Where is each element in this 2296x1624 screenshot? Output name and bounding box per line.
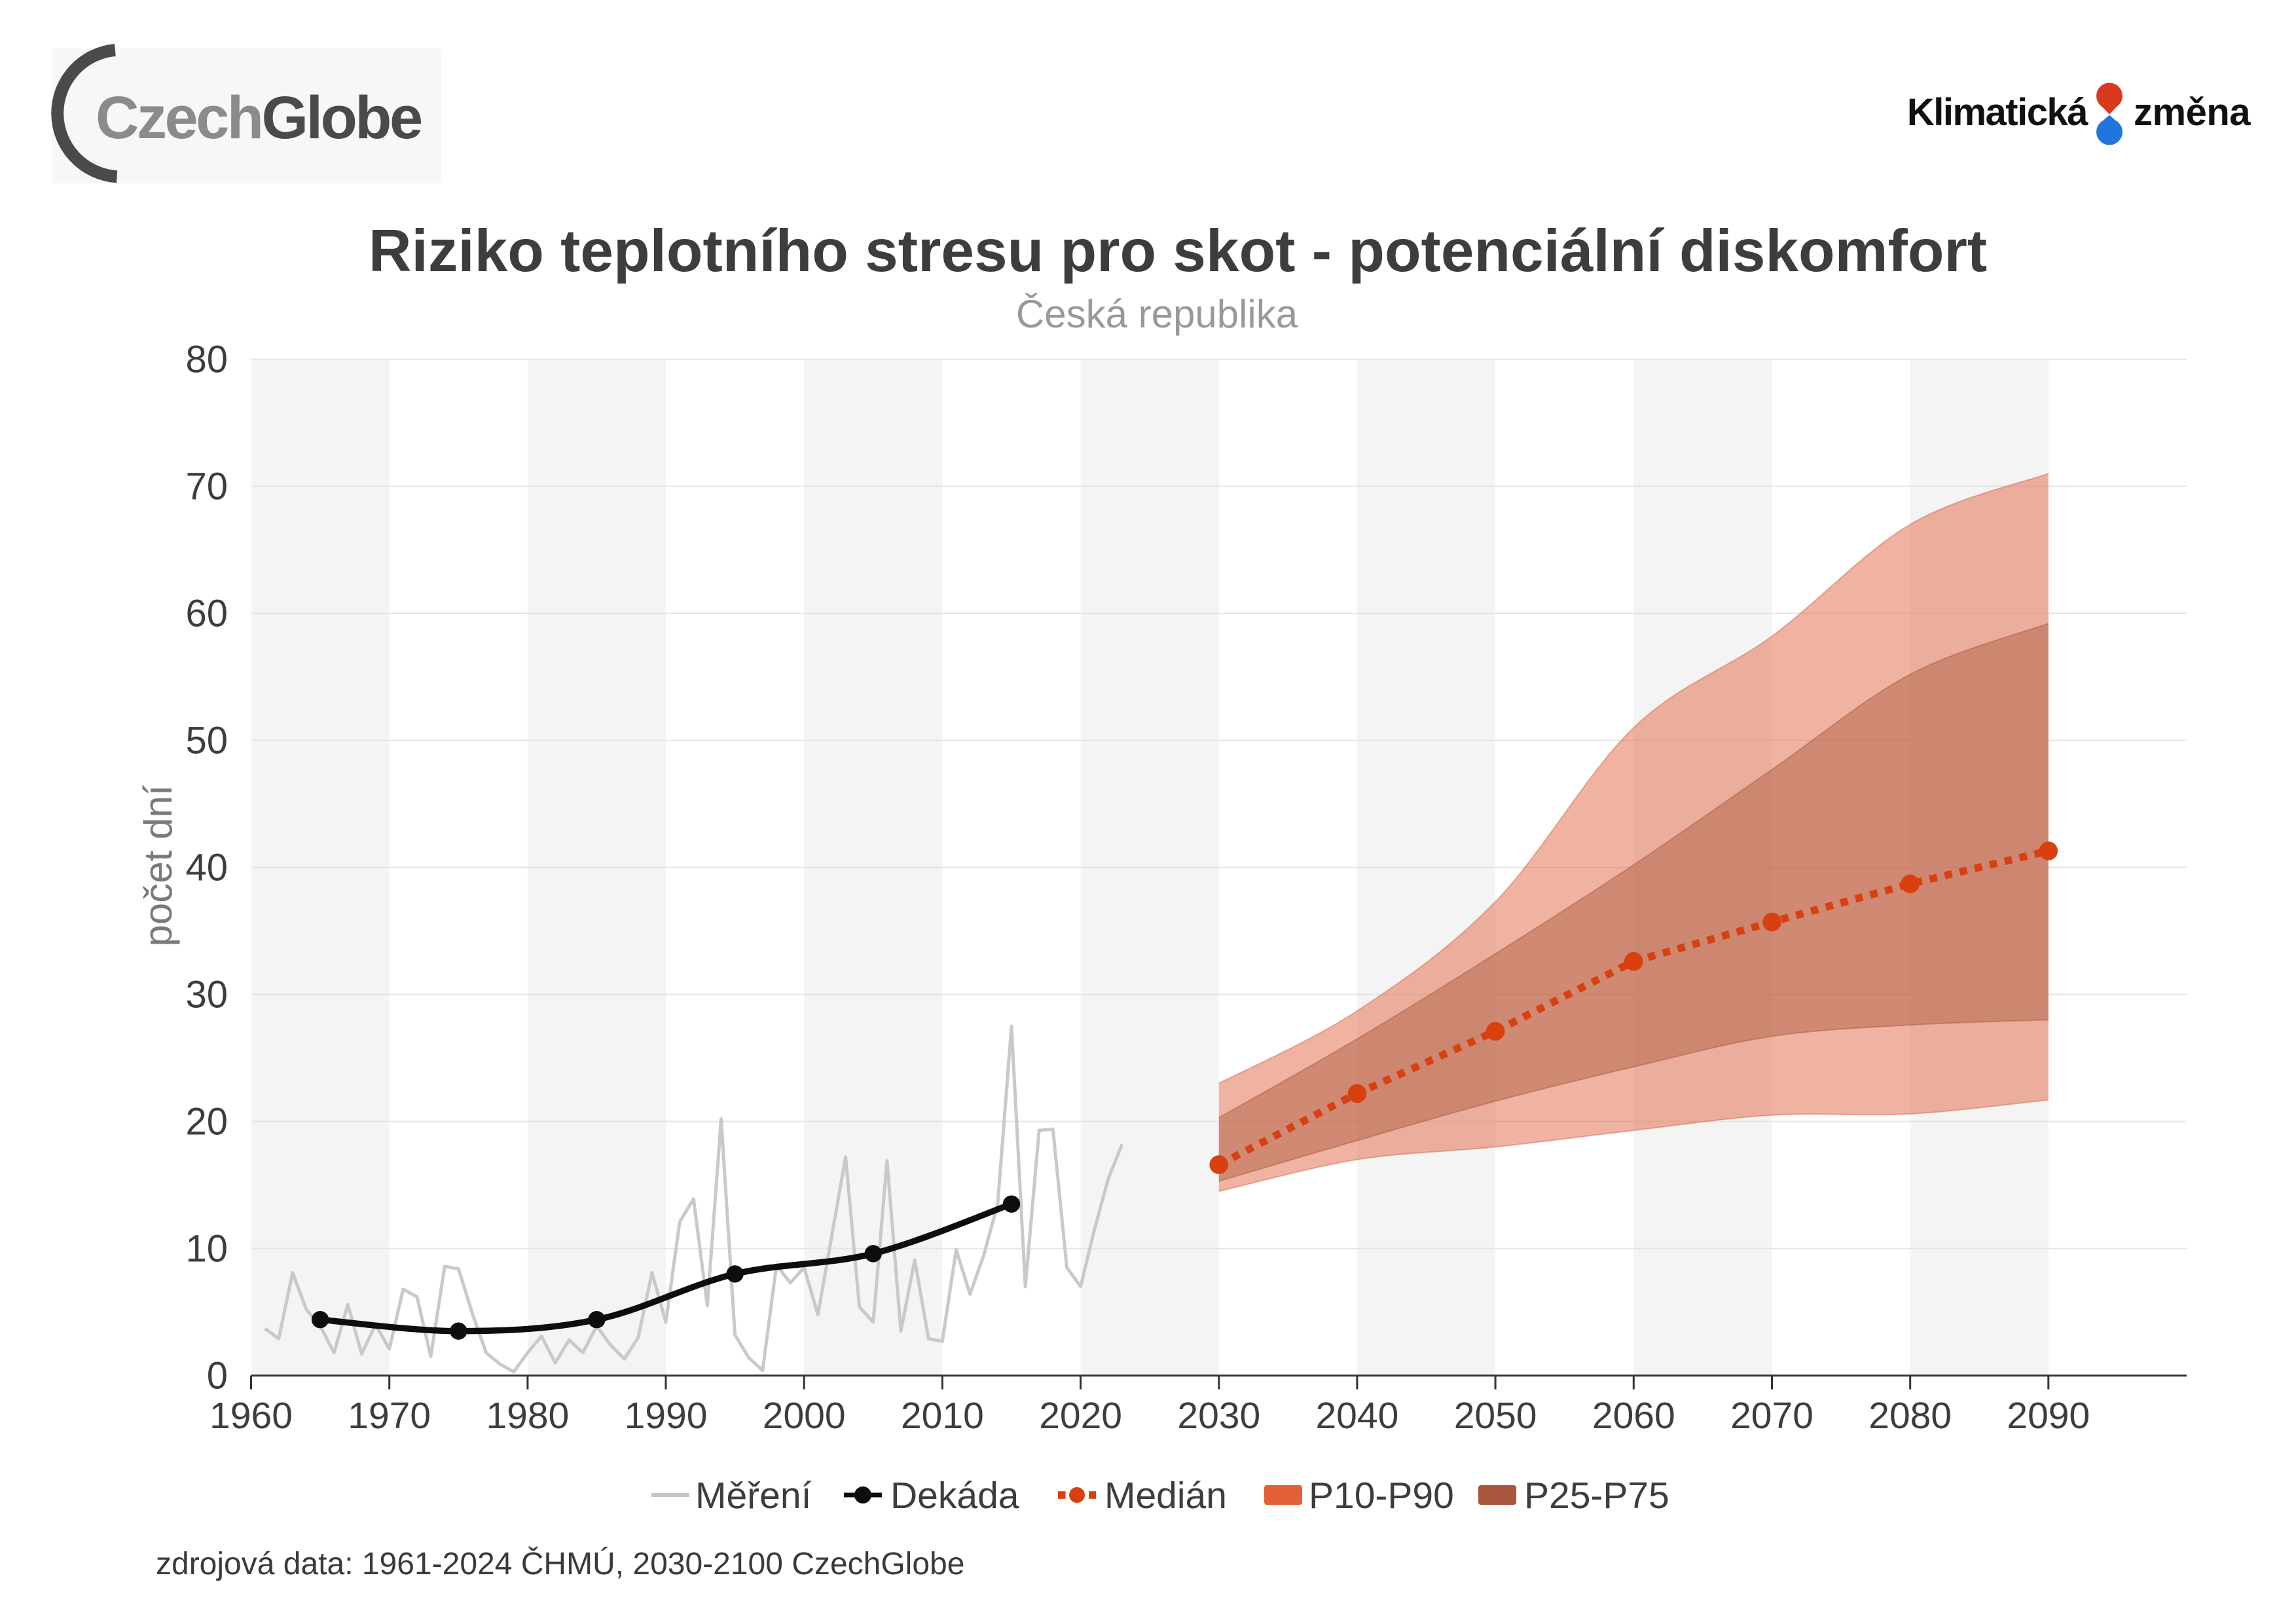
svg-text:počet dní: počet dní: [136, 784, 180, 946]
svg-text:60: 60: [185, 593, 228, 635]
svg-text:2070: 2070: [1730, 1395, 1813, 1437]
svg-text:20: 20: [185, 1101, 228, 1143]
svg-text:P25-P75: P25-P75: [1524, 1475, 1669, 1517]
svg-text:2090: 2090: [2007, 1395, 2090, 1437]
svg-text:2020: 2020: [1039, 1395, 1122, 1437]
svg-text:změna: změna: [2134, 91, 2251, 134]
svg-text:2030: 2030: [1177, 1395, 1260, 1437]
svg-text:2080: 2080: [1868, 1395, 1952, 1437]
svg-text:CzechGlobe: CzechGlobe: [96, 84, 422, 151]
svg-text:1970: 1970: [348, 1395, 431, 1437]
svg-text:1960: 1960: [210, 1395, 293, 1437]
svg-text:Klimatická: Klimatická: [1907, 91, 2088, 134]
svg-text:70: 70: [185, 466, 228, 508]
svg-text:zdrojová data: 1961-2024 ČHMÚ,: zdrojová data: 1961-2024 ČHMÚ, 2030-2100…: [156, 1546, 964, 1581]
svg-text:50: 50: [185, 720, 228, 762]
svg-text:2010: 2010: [901, 1395, 984, 1437]
svg-text:Medián: Medián: [1104, 1475, 1227, 1517]
svg-text:40: 40: [185, 847, 228, 889]
svg-text:1990: 1990: [625, 1395, 708, 1437]
svg-text:0: 0: [207, 1355, 228, 1397]
svg-text:2060: 2060: [1592, 1395, 1675, 1437]
svg-text:Česká republika: Česká republika: [1016, 292, 1298, 336]
svg-text:2000: 2000: [763, 1395, 846, 1437]
svg-text:Dekáda: Dekáda: [890, 1475, 1019, 1517]
svg-text:1980: 1980: [486, 1395, 569, 1437]
svg-text:2040: 2040: [1315, 1395, 1398, 1437]
svg-text:P10-P90: P10-P90: [1309, 1475, 1454, 1517]
svg-text:80: 80: [185, 339, 228, 381]
svg-text:30: 30: [185, 974, 228, 1016]
svg-text:2050: 2050: [1454, 1395, 1537, 1437]
svg-text:10: 10: [185, 1228, 228, 1270]
svg-text:Měření: Měření: [695, 1475, 812, 1517]
svg-text:Riziko teplotního stresu pro s: Riziko teplotního stresu pro skot - pote…: [369, 218, 1987, 284]
